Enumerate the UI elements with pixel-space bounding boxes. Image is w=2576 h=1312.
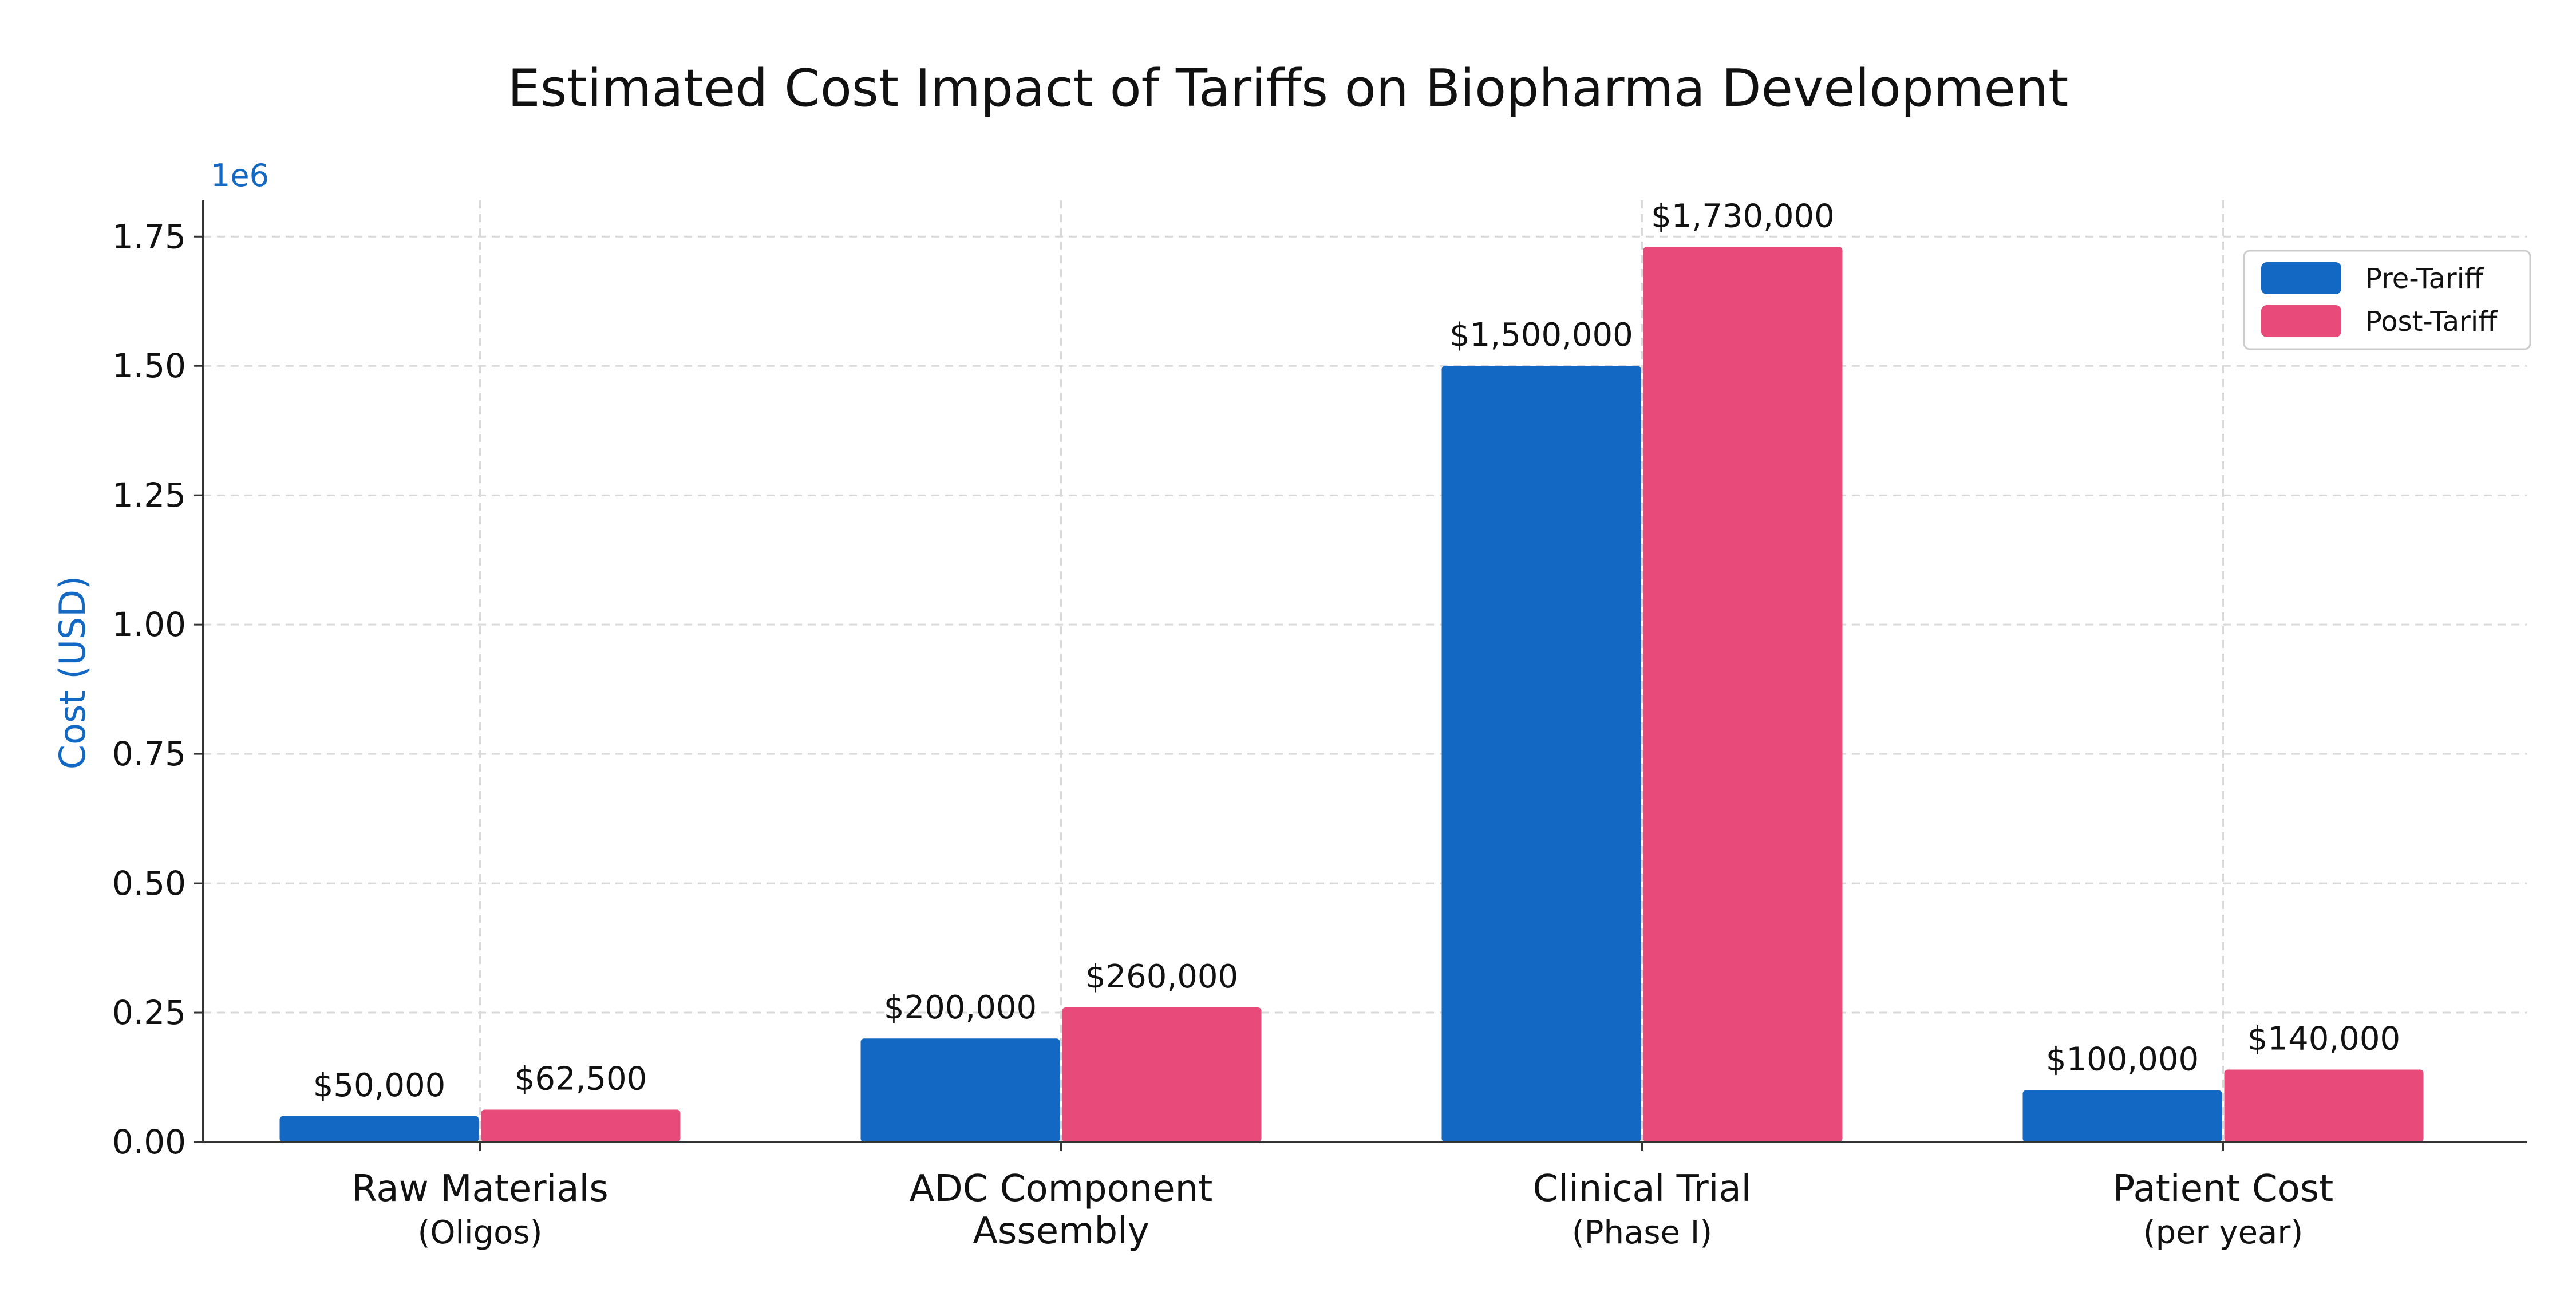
x-tick-label: ADC Component bbox=[910, 1168, 1213, 1210]
axes bbox=[202, 200, 2527, 1143]
legend-label: Pre-Tariff bbox=[2365, 263, 2484, 295]
y-tick-label: 0.50 bbox=[112, 864, 186, 903]
chart-title: Estimated Cost Impact of Tariffs on Biop… bbox=[508, 58, 2069, 118]
bar-post-tariff bbox=[2224, 1069, 2424, 1142]
bar-value-label: $1,730,000 bbox=[1651, 197, 1835, 235]
bar-pre-tariff bbox=[1441, 366, 1641, 1143]
bar-value-label: $100,000 bbox=[2046, 1041, 2199, 1078]
x-tick-label: Raw Materials bbox=[351, 1168, 608, 1210]
bars: $50,000 $62,500 $200,000 $260,000 $1,500,000… bbox=[279, 197, 2424, 1143]
x-tick-label-sub: Assembly bbox=[973, 1210, 1149, 1252]
y-tick-label: 0.25 bbox=[112, 993, 186, 1032]
bar-value-label: $1,500,000 bbox=[1449, 317, 1633, 354]
bar-value-label: $62,500 bbox=[515, 1061, 647, 1098]
bar-pre-tariff bbox=[860, 1038, 1060, 1142]
x-tick-label-sub: (per year) bbox=[2143, 1214, 2303, 1251]
legend: Pre-Tariff Post-Tariff bbox=[2243, 250, 2531, 350]
legend-label: Post-Tariff bbox=[2365, 306, 2498, 338]
y-ticks: 0.00 0.25 0.50 0.75 1.00 1.25 1.50 1.75 bbox=[112, 217, 2224, 1161]
legend-swatch bbox=[2261, 262, 2341, 294]
y-tick-label: 1.75 bbox=[112, 217, 186, 256]
bar-post-tariff bbox=[1643, 247, 1843, 1142]
bar-value-label: $260,000 bbox=[1085, 958, 1238, 995]
x-tick-label-sub: (Phase I) bbox=[1572, 1214, 1712, 1251]
bar-value-label: $50,000 bbox=[313, 1067, 446, 1104]
bar-post-tariff bbox=[481, 1109, 681, 1142]
y-tick-label: 0.00 bbox=[112, 1123, 186, 1161]
bar-value-label: $140,000 bbox=[2247, 1020, 2400, 1057]
y-tick-label: 0.75 bbox=[112, 734, 186, 773]
x-tick-labels: Raw Materials (Oligos) ADC ComponentAssemb… bbox=[351, 1168, 2333, 1252]
y-tick-label: 1.50 bbox=[112, 346, 186, 385]
bar-post-tariff bbox=[1062, 1007, 1262, 1142]
bar-pre-tariff bbox=[2022, 1090, 2222, 1142]
x-tick-label-sub: (Oligos) bbox=[418, 1214, 543, 1251]
y-axis-scale-note: 1e6 bbox=[211, 157, 269, 193]
x-tick-label: Clinical Trial bbox=[1533, 1168, 1752, 1210]
y-tick-label: 1.00 bbox=[112, 605, 186, 644]
legend-swatch bbox=[2261, 305, 2341, 337]
bar-pre-tariff bbox=[279, 1116, 479, 1142]
grid-lines bbox=[203, 200, 2527, 1142]
y-tick-label: 1.25 bbox=[112, 476, 186, 515]
y-axis-label: Cost (USD) bbox=[52, 576, 93, 769]
bar-value-label: $200,000 bbox=[884, 989, 1037, 1026]
x-tick-label: Patient Cost bbox=[2113, 1168, 2333, 1210]
